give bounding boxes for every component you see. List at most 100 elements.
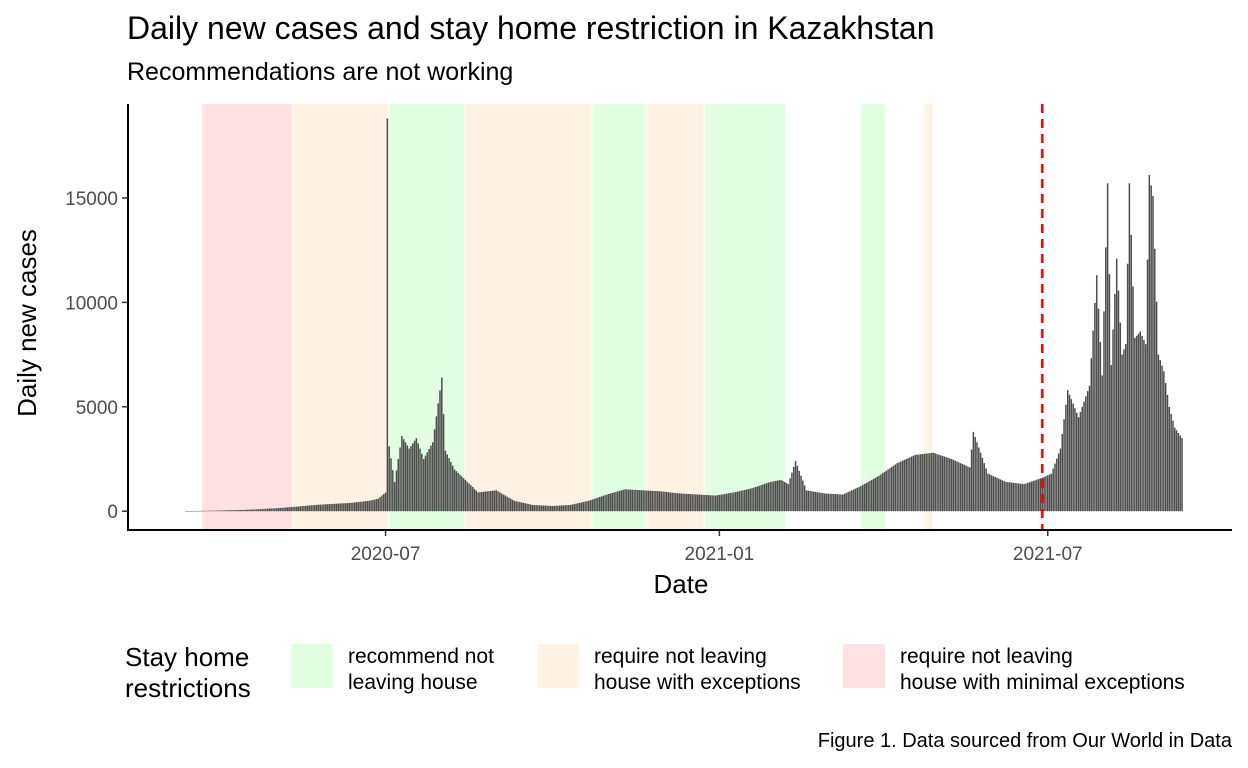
bar xyxy=(1072,403,1074,512)
bar xyxy=(216,510,218,512)
bar xyxy=(626,489,628,512)
bar xyxy=(1166,394,1169,512)
bar xyxy=(1032,480,1034,512)
bar xyxy=(241,509,243,512)
bar xyxy=(236,510,238,512)
bar xyxy=(1125,344,1127,512)
bar xyxy=(669,492,672,512)
bar xyxy=(270,508,273,512)
bar xyxy=(678,493,681,512)
bar xyxy=(787,484,790,512)
bar xyxy=(890,466,893,512)
bar xyxy=(1172,420,1174,512)
bar xyxy=(656,491,659,512)
bar xyxy=(774,480,777,512)
bar xyxy=(495,490,497,512)
bar xyxy=(1126,263,1129,512)
bar xyxy=(1012,482,1015,512)
legend-label-line: require not leaving xyxy=(900,645,1073,668)
y-tick-label: 5000 xyxy=(76,398,118,419)
bar xyxy=(932,452,935,512)
bar xyxy=(194,510,196,512)
bar xyxy=(841,494,844,512)
bar xyxy=(473,488,476,512)
bar xyxy=(620,490,623,512)
bar xyxy=(217,510,220,512)
bar xyxy=(237,510,240,512)
bar xyxy=(499,492,501,512)
bar xyxy=(553,505,556,512)
bar xyxy=(397,459,400,512)
bar xyxy=(401,436,403,512)
bar xyxy=(332,503,334,512)
bar xyxy=(809,490,811,512)
bar xyxy=(722,494,724,512)
bar xyxy=(283,507,285,512)
bar xyxy=(1039,478,1042,512)
bar xyxy=(504,495,507,512)
bar xyxy=(292,506,294,512)
legend-key-recommend xyxy=(291,644,333,688)
bar xyxy=(1101,375,1103,512)
bar xyxy=(734,491,737,512)
bar xyxy=(894,464,897,512)
bar xyxy=(829,493,831,512)
bar xyxy=(1068,394,1071,512)
bar xyxy=(509,498,512,512)
bar xyxy=(285,507,287,512)
bar xyxy=(698,494,701,512)
bar xyxy=(548,505,550,512)
bar xyxy=(208,510,211,512)
bar xyxy=(896,463,898,512)
bar xyxy=(847,491,849,512)
bar xyxy=(1148,175,1151,512)
bar xyxy=(956,461,958,512)
bar xyxy=(773,481,775,512)
bar xyxy=(920,454,922,512)
bar xyxy=(582,502,585,512)
bar xyxy=(1155,301,1158,512)
bar xyxy=(762,484,764,512)
bar xyxy=(907,458,909,512)
bar xyxy=(863,484,866,512)
y-tick-label: 10000 xyxy=(65,293,118,314)
legend-label-line: recommend not xyxy=(348,645,494,668)
bar xyxy=(655,491,657,512)
bar xyxy=(513,500,516,512)
bar xyxy=(533,505,536,512)
bar xyxy=(740,490,742,512)
bar xyxy=(1159,360,1161,512)
bar xyxy=(1083,401,1085,512)
bar xyxy=(466,481,468,512)
bar xyxy=(359,501,361,512)
bar xyxy=(671,492,673,512)
bar xyxy=(266,508,269,512)
x-tick-label: 2021-07 xyxy=(1013,544,1083,565)
bar xyxy=(422,459,425,512)
bar xyxy=(1099,342,1102,512)
bar xyxy=(482,491,485,512)
legend-title-line1: Stay home xyxy=(125,642,250,672)
bar xyxy=(865,483,868,512)
bar xyxy=(667,492,670,512)
bar xyxy=(803,485,806,512)
bar xyxy=(921,453,924,512)
bar xyxy=(968,467,971,512)
bar xyxy=(733,492,735,512)
bar xyxy=(404,442,407,512)
bar xyxy=(1161,365,1163,512)
bar xyxy=(1037,479,1040,512)
bar xyxy=(435,416,438,512)
bar xyxy=(568,505,570,512)
bar xyxy=(990,475,993,512)
restriction-band xyxy=(924,104,933,530)
bar xyxy=(464,479,467,512)
bar xyxy=(950,459,953,512)
bar xyxy=(1117,290,1120,512)
bar xyxy=(615,491,617,512)
bar xyxy=(230,510,233,512)
bar xyxy=(1108,274,1111,512)
chart-subtitle: Recommendations are not working xyxy=(127,58,514,86)
bar xyxy=(856,487,859,512)
bar xyxy=(981,457,984,512)
